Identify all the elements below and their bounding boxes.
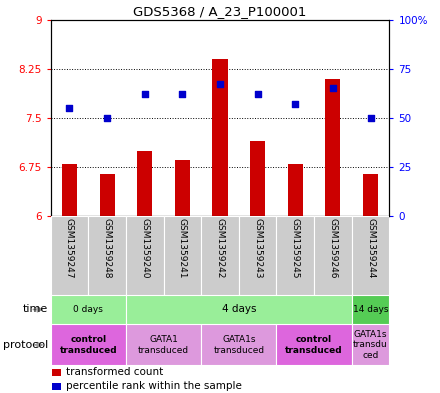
Text: GATA1s
transdu
ced: GATA1s transdu ced: [353, 330, 388, 360]
Point: [66, 105, 73, 111]
Point: [292, 101, 299, 107]
Text: time: time: [23, 305, 48, 314]
Text: GSM1359246: GSM1359246: [328, 218, 337, 278]
Text: transformed count: transformed count: [66, 367, 163, 377]
Text: GATA1s
transduced: GATA1s transduced: [213, 335, 264, 354]
Bar: [326, 79, 341, 216]
Bar: [314, 216, 352, 295]
Text: GSM1359243: GSM1359243: [253, 218, 262, 278]
Text: percentile rank within the sample: percentile rank within the sample: [66, 381, 242, 391]
Bar: [164, 216, 201, 295]
Text: GSM1359244: GSM1359244: [366, 218, 375, 278]
Bar: [239, 216, 276, 295]
Text: GSM1359240: GSM1359240: [140, 218, 149, 278]
Bar: [88, 216, 126, 295]
Bar: [201, 324, 276, 365]
Text: protocol: protocol: [3, 340, 48, 350]
Text: control
transduced: control transduced: [285, 335, 343, 354]
Bar: [175, 160, 190, 216]
Bar: [288, 164, 303, 216]
Point: [216, 81, 224, 88]
Point: [254, 91, 261, 97]
Point: [103, 115, 110, 121]
Bar: [276, 324, 352, 365]
Point: [141, 91, 148, 97]
Bar: [51, 324, 126, 365]
Text: 0 days: 0 days: [73, 305, 103, 314]
Bar: [126, 295, 352, 324]
Text: 4 days: 4 days: [222, 305, 256, 314]
Text: GSM1359245: GSM1359245: [291, 218, 300, 278]
Text: GSM1359241: GSM1359241: [178, 218, 187, 278]
Bar: [276, 216, 314, 295]
Bar: [51, 295, 126, 324]
Point: [330, 85, 337, 92]
Text: control
transduced: control transduced: [59, 335, 117, 354]
Point: [367, 115, 374, 121]
Point: [179, 91, 186, 97]
Text: GSM1359248: GSM1359248: [103, 218, 112, 278]
Bar: [52, 369, 61, 376]
Bar: [352, 295, 389, 324]
Text: GSM1359242: GSM1359242: [216, 218, 224, 278]
Text: GSM1359247: GSM1359247: [65, 218, 74, 278]
Text: GATA1
transduced: GATA1 transduced: [138, 335, 189, 354]
Bar: [250, 141, 265, 216]
Bar: [62, 164, 77, 216]
Bar: [363, 174, 378, 216]
Bar: [126, 216, 164, 295]
Bar: [51, 216, 88, 295]
Title: GDS5368 / A_23_P100001: GDS5368 / A_23_P100001: [133, 6, 307, 18]
Bar: [52, 383, 61, 389]
Bar: [137, 151, 152, 216]
Text: 14 days: 14 days: [353, 305, 389, 314]
Bar: [126, 324, 201, 365]
Bar: [352, 324, 389, 365]
Bar: [201, 216, 239, 295]
Bar: [99, 174, 114, 216]
Bar: [213, 59, 227, 216]
Bar: [352, 216, 389, 295]
